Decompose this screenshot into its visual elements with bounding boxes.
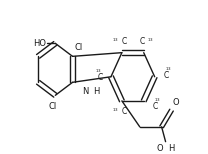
Text: Cl: Cl bbox=[74, 43, 83, 52]
Text: $^{13}$: $^{13}$ bbox=[165, 67, 172, 72]
Text: H: H bbox=[168, 144, 175, 153]
Text: C: C bbox=[121, 37, 126, 46]
Text: $^{13}$: $^{13}$ bbox=[154, 98, 161, 103]
Text: $^{13}$: $^{13}$ bbox=[95, 69, 102, 74]
Text: C: C bbox=[98, 73, 103, 82]
Text: $^{13}$: $^{13}$ bbox=[112, 108, 119, 113]
Text: N: N bbox=[82, 87, 89, 96]
Text: Cl: Cl bbox=[48, 102, 57, 111]
Text: H: H bbox=[93, 87, 99, 96]
Text: $^{13}$: $^{13}$ bbox=[112, 37, 119, 43]
Text: C: C bbox=[153, 102, 158, 111]
Text: O: O bbox=[173, 98, 179, 107]
Text: C: C bbox=[164, 71, 169, 80]
Text: C: C bbox=[140, 37, 145, 46]
Text: HO: HO bbox=[33, 39, 46, 48]
Text: $^{13}$: $^{13}$ bbox=[147, 37, 154, 43]
Text: C: C bbox=[121, 107, 126, 116]
Text: O: O bbox=[157, 144, 164, 153]
